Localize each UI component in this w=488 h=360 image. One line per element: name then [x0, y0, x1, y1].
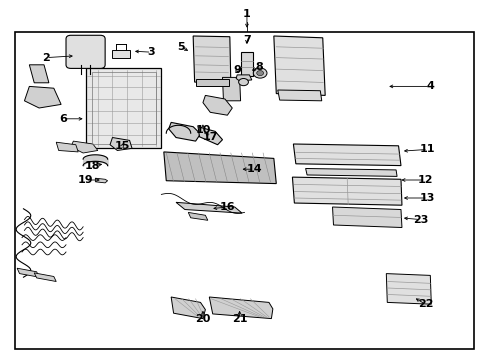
Polygon shape: [198, 127, 222, 145]
Text: 17: 17: [202, 132, 218, 142]
Text: 22: 22: [417, 299, 432, 309]
Text: 2: 2: [42, 53, 50, 63]
Text: 4: 4: [426, 81, 433, 91]
Polygon shape: [168, 122, 200, 141]
Polygon shape: [85, 68, 161, 148]
Circle shape: [238, 78, 248, 86]
Polygon shape: [71, 141, 98, 153]
Text: 6: 6: [60, 114, 67, 124]
Text: 19: 19: [78, 175, 93, 185]
Polygon shape: [17, 268, 39, 277]
Text: 10: 10: [195, 125, 210, 135]
Text: 7: 7: [243, 35, 250, 45]
Polygon shape: [293, 144, 400, 166]
Polygon shape: [386, 274, 430, 304]
Text: 5: 5: [177, 42, 184, 52]
Polygon shape: [171, 297, 205, 319]
Polygon shape: [110, 138, 132, 150]
Polygon shape: [56, 142, 78, 152]
Polygon shape: [95, 178, 107, 183]
Polygon shape: [305, 168, 396, 176]
Text: 12: 12: [417, 175, 432, 185]
Polygon shape: [29, 65, 49, 83]
Polygon shape: [292, 177, 401, 205]
Polygon shape: [34, 273, 56, 282]
Text: 14: 14: [246, 164, 262, 174]
FancyBboxPatch shape: [66, 35, 105, 68]
Polygon shape: [273, 36, 325, 95]
Polygon shape: [277, 90, 321, 101]
Polygon shape: [236, 75, 251, 81]
Text: 16: 16: [219, 202, 235, 212]
Circle shape: [256, 71, 263, 76]
Text: 11: 11: [419, 144, 435, 154]
Polygon shape: [241, 52, 253, 76]
Text: 13: 13: [419, 193, 435, 203]
Polygon shape: [195, 79, 228, 86]
Text: 15: 15: [114, 141, 130, 151]
Text: 20: 20: [195, 314, 210, 324]
Polygon shape: [193, 36, 230, 83]
Text: 3: 3: [147, 47, 155, 57]
Polygon shape: [332, 207, 401, 228]
Polygon shape: [112, 50, 129, 58]
Text: 23: 23: [412, 215, 427, 225]
Text: 18: 18: [85, 161, 101, 171]
Text: 1: 1: [243, 9, 250, 19]
Text: 8: 8: [255, 62, 263, 72]
Polygon shape: [24, 86, 61, 108]
Text: 9: 9: [233, 65, 241, 75]
Polygon shape: [163, 152, 276, 184]
Polygon shape: [188, 212, 207, 220]
Text: 21: 21: [231, 314, 247, 324]
Polygon shape: [176, 202, 242, 213]
Polygon shape: [209, 297, 272, 319]
Circle shape: [253, 68, 266, 78]
Bar: [15, 32, 473, 349]
Polygon shape: [222, 77, 240, 101]
Polygon shape: [203, 95, 232, 115]
